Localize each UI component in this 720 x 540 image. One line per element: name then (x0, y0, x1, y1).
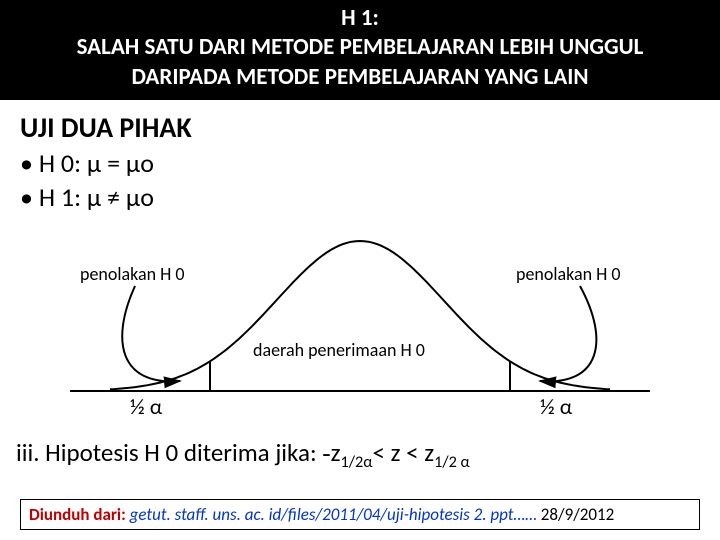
conclusion-text: iii. Hipotesis H 0 diterima jika: -z1/2α… (16, 437, 720, 472)
hypothesis-h0: H 0: μ = μo (20, 147, 720, 181)
footer-source: getut. staff. uns. ac. id/files/2011/04/… (130, 504, 541, 525)
hypotheses-list: H 0: μ = μo H 1: μ ≠ μo (20, 147, 720, 215)
half-alpha-right: ½ α (540, 393, 572, 420)
z2: z (424, 437, 434, 468)
reject-right-label: penolakan H 0 (516, 263, 621, 285)
header-banner: H 1: SALAH SATU DARI METODE PEMBELAJARAN… (0, 0, 720, 100)
hypothesis-h1: H 1: μ ≠ μo (20, 181, 720, 215)
sub1: 1/2α (341, 453, 373, 472)
bell-curve-svg (20, 221, 700, 421)
sub2: 1/2 α (434, 453, 470, 472)
footer-box: Diunduh dari: getut. staff. uns. ac. id/… (20, 499, 700, 530)
lt-mid: < z < (372, 437, 424, 468)
header-line2: SALAH SATU DARI METODE PEMBELAJARAN LEBI… (10, 33, 710, 62)
reject-left-label: penolakan H 0 (80, 263, 185, 285)
z1: z (331, 437, 341, 468)
section-title: UJI DUA PIHAK (20, 110, 720, 145)
accept-label: daerah penerimaan H 0 (253, 339, 425, 361)
footer-label: Diunduh dari: (29, 504, 126, 525)
minus-sign: - (322, 440, 330, 467)
header-line1: H 1: (10, 4, 710, 33)
footer-date: 28/9/2012 (541, 504, 614, 525)
half-alpha-left: ½ α (130, 393, 162, 420)
conclusion-prefix: iii. Hipotesis H 0 diterima jika: (16, 437, 322, 468)
bell-curve-diagram: penolakan H 0 penolakan H 0 daerah pener… (20, 221, 700, 421)
header-line3: DARIPADA METODE PEMBELAJARAN YANG LAIN (10, 63, 710, 92)
